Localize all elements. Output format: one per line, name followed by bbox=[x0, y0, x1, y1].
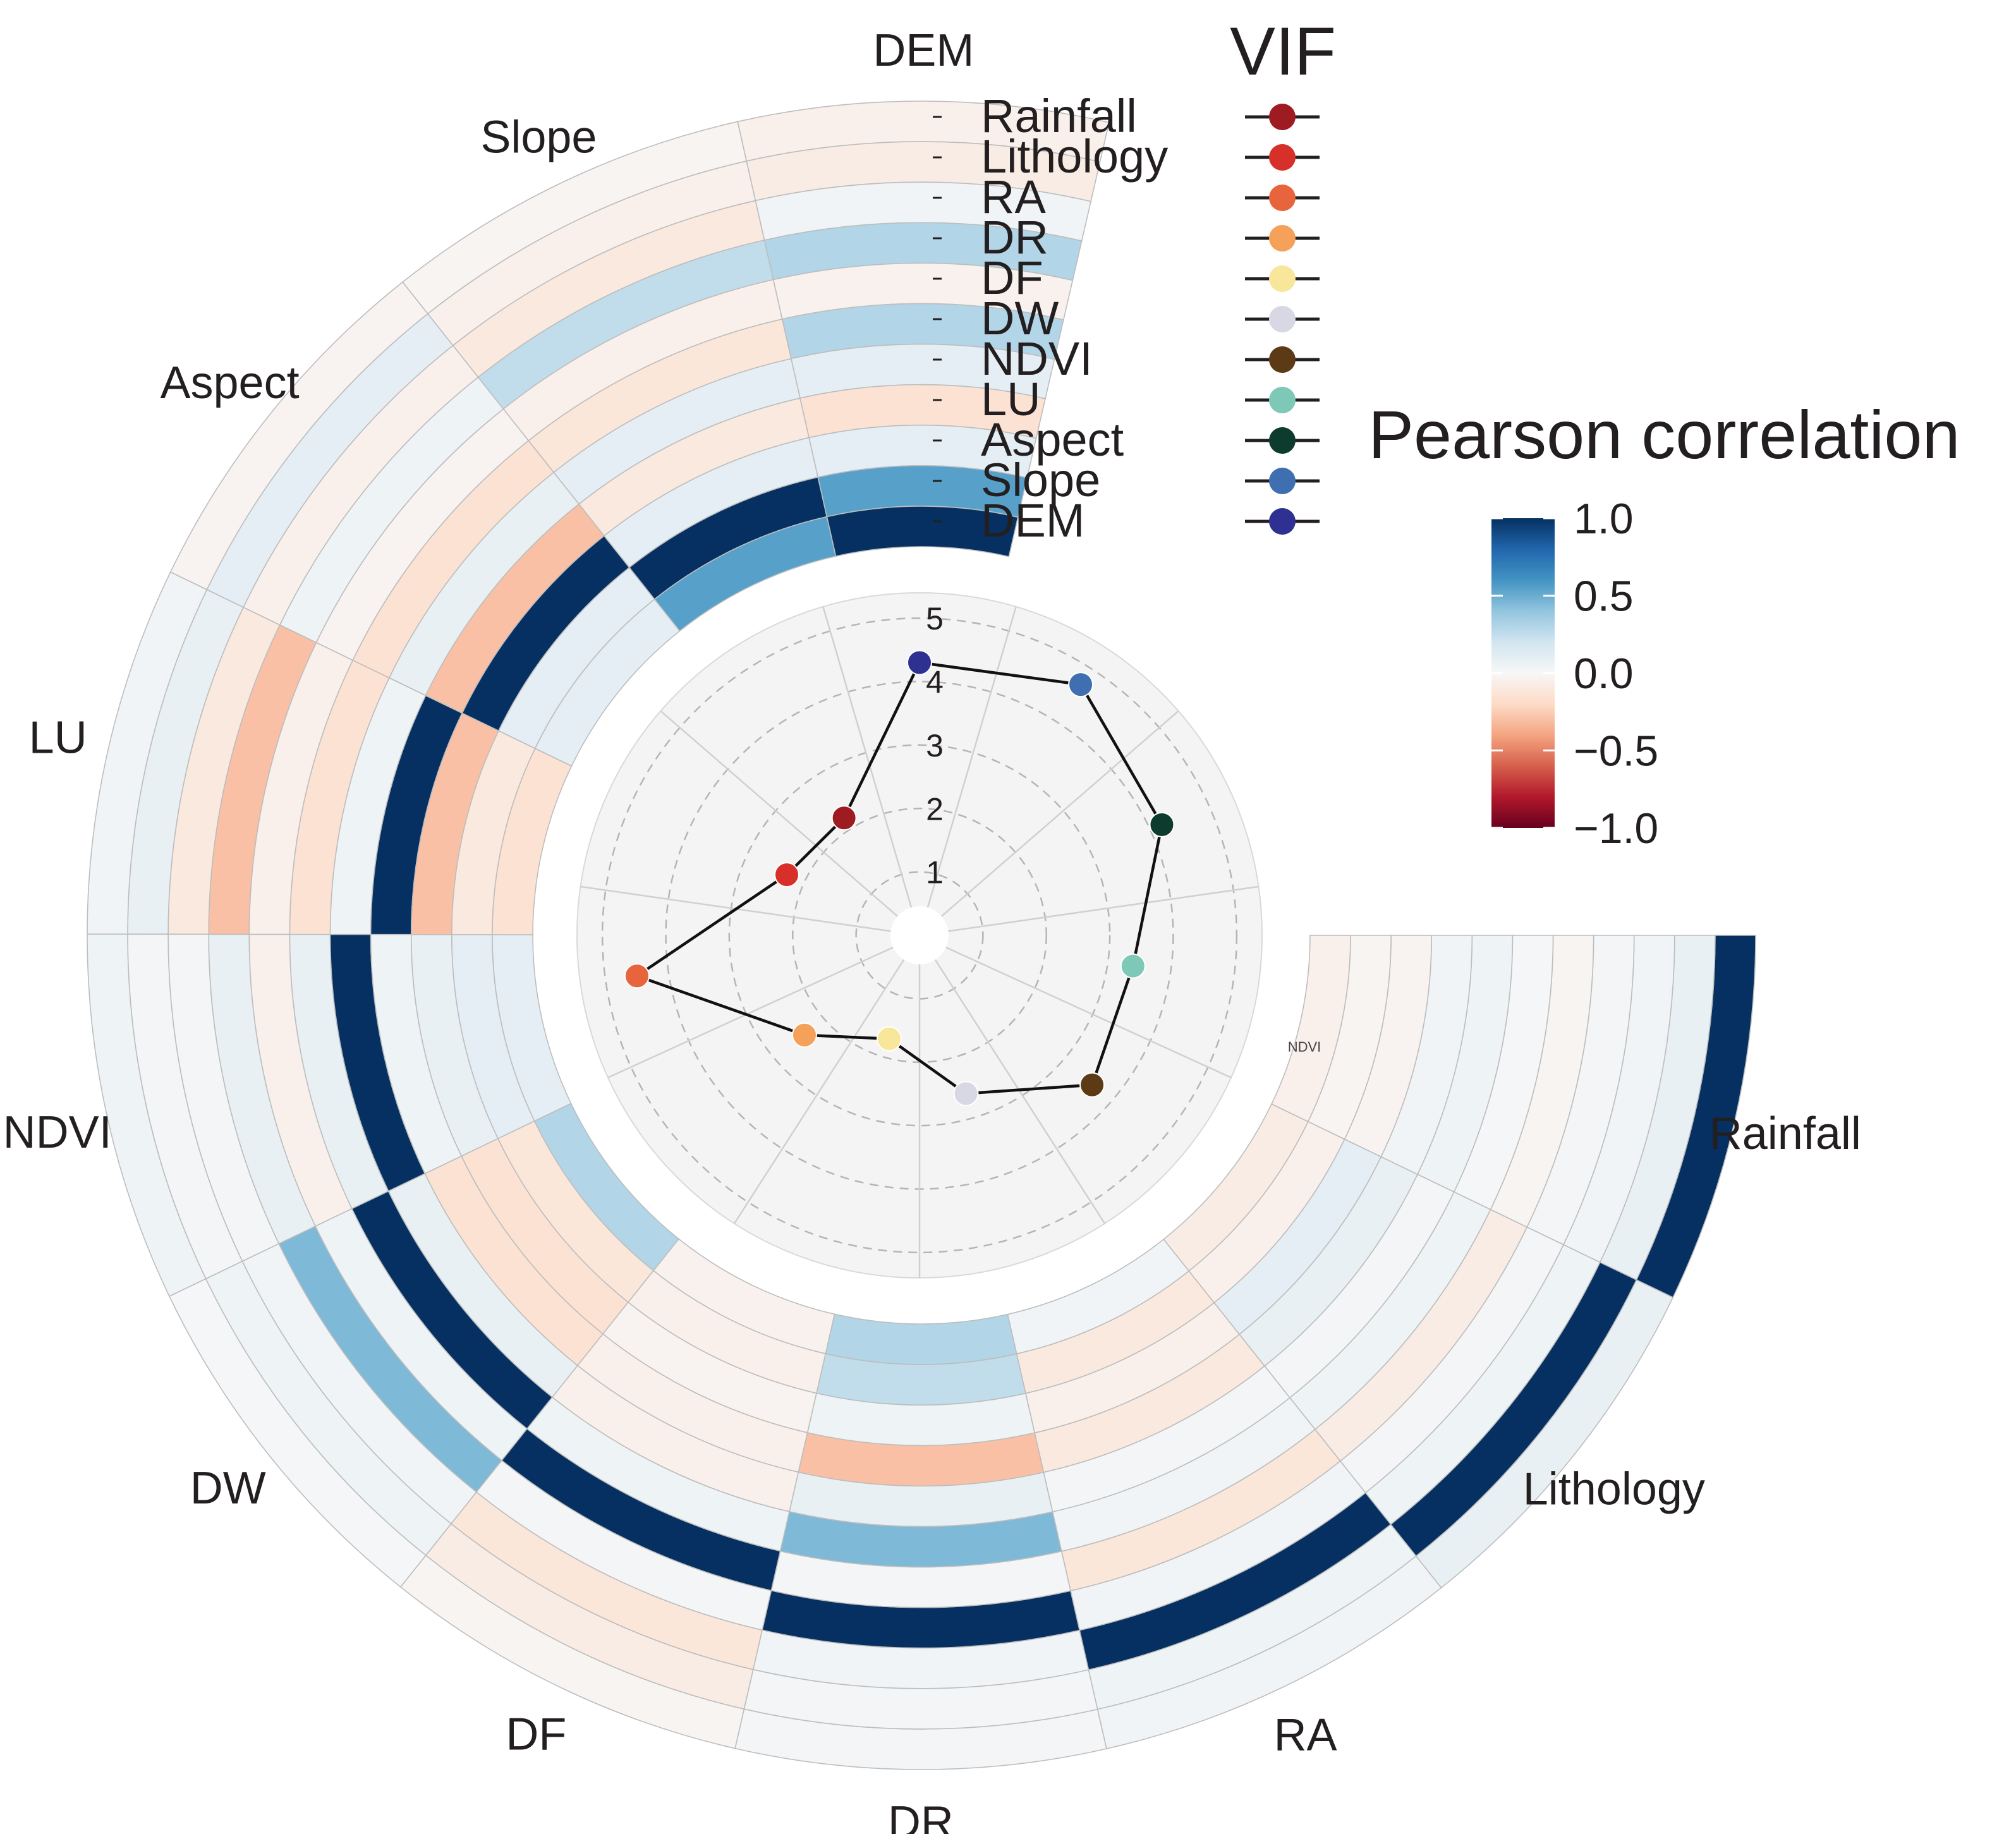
radar-point-df bbox=[876, 1026, 902, 1052]
legend-label-dem: DEM bbox=[981, 494, 1084, 547]
radar-spoke bbox=[934, 959, 1106, 1224]
colorbar-title: Pearson correlation bbox=[1368, 396, 1960, 473]
radar-tick-label-3: 3 bbox=[926, 728, 944, 763]
legend-key-point-dr bbox=[1269, 225, 1296, 252]
legend-key-point-ndvi bbox=[1269, 346, 1296, 373]
radar-spoke bbox=[607, 946, 894, 1079]
sector-label-dr: DR bbox=[888, 1797, 954, 1834]
legend-label-ndvi: NDVI bbox=[981, 332, 1093, 385]
vif-legend: VIF RainfallLithologyRADRDFDWNDVILUAspect… bbox=[933, 13, 1336, 547]
radar-point-dw bbox=[953, 1081, 979, 1107]
legend-label-lu: LU bbox=[981, 373, 1041, 425]
sector-label-ndvi: NDVI bbox=[3, 1107, 112, 1158]
radar-point-rainfall bbox=[831, 805, 857, 831]
circular-heatmap bbox=[87, 100, 1756, 1770]
colorbar-tick-label: 0.5 bbox=[1574, 573, 1634, 621]
sector-label-lithology: Lithology bbox=[1523, 1464, 1705, 1515]
legend-label-aspect: Aspect bbox=[981, 413, 1124, 466]
legend-key-point-aspect bbox=[1269, 427, 1296, 454]
legend-label-ra: RA bbox=[981, 171, 1046, 223]
radar-spoke bbox=[940, 710, 1179, 917]
sector-label-ra: RA bbox=[1274, 1710, 1337, 1761]
legend-key-point-dem bbox=[1269, 508, 1296, 535]
legend-label-lithology: Lithology bbox=[981, 130, 1168, 183]
legend-label-df: DF bbox=[981, 252, 1043, 304]
legend-key-point-lu bbox=[1269, 387, 1296, 413]
legend-label-rainfall: Rainfall bbox=[981, 90, 1137, 142]
sector-label-aspect: Aspect bbox=[160, 358, 299, 408]
legend-label-slope: Slope bbox=[981, 454, 1100, 506]
radar-point-ra bbox=[624, 963, 650, 989]
radar-tick-label-1: 1 bbox=[926, 855, 944, 890]
legend-key-point-df bbox=[1269, 265, 1296, 292]
colorbar-tick-label: −0.5 bbox=[1574, 727, 1658, 775]
radar-point-lithology bbox=[774, 862, 800, 888]
radar-spoke bbox=[822, 606, 913, 908]
heatmap-cell-dem-dem bbox=[826, 506, 1019, 557]
legend-key-point-slope bbox=[1269, 468, 1296, 494]
colorbar-tick-label: 0.0 bbox=[1574, 650, 1634, 698]
radar-spoke bbox=[945, 946, 1232, 1079]
legend-key-point-rainfall bbox=[1269, 104, 1296, 130]
sector-label-lu: LU bbox=[29, 713, 87, 763]
legend-key-point-lithology bbox=[1269, 144, 1296, 171]
stray-ndvi-label: NDVI bbox=[1288, 1039, 1321, 1055]
legend-key-point-ra bbox=[1269, 185, 1296, 211]
radar-point-ndvi bbox=[1079, 1072, 1105, 1098]
pearson-colorbar: Pearson correlation 1.0 0.5 0.0 −0.5 −1.0 bbox=[1368, 396, 1960, 853]
colorbar-tick-label: 1.0 bbox=[1574, 495, 1634, 543]
legend-key-point-dw bbox=[1269, 306, 1296, 332]
radar-tick-label-2: 2 bbox=[926, 791, 944, 827]
sector-label-dw: DW bbox=[190, 1463, 266, 1514]
radar-point-aspect bbox=[1149, 811, 1175, 837]
sector-label-rainfall: Rainfall bbox=[1709, 1108, 1861, 1159]
radar-spoke bbox=[926, 606, 1017, 908]
radar-point-dem bbox=[907, 650, 932, 676]
radar-point-lu bbox=[1120, 953, 1146, 979]
heatmap-sector-labels: RainfallLithologyRADRDFDWNDVILUAspectSlo… bbox=[3, 25, 1861, 1834]
radar-spoke bbox=[948, 885, 1259, 932]
radar-spoke bbox=[733, 959, 905, 1224]
sector-label-slope: Slope bbox=[480, 112, 597, 163]
sector-label-dem: DEM bbox=[873, 25, 974, 76]
radar-center-hole bbox=[890, 906, 949, 964]
radar-point-dr bbox=[791, 1022, 817, 1048]
radar-tick-label-5: 5 bbox=[926, 601, 944, 636]
radar-grid-ring-5 bbox=[601, 617, 1238, 1254]
colorbar-tick-label: −1.0 bbox=[1574, 805, 1658, 853]
radar-vif-polygon bbox=[635, 661, 1163, 1095]
radar-point-slope bbox=[1068, 672, 1094, 698]
radar-grid-ring-3 bbox=[728, 744, 1111, 1127]
radar-spoke bbox=[660, 710, 899, 917]
legend-label-dw: DW bbox=[981, 292, 1059, 344]
legend-title: VIF bbox=[1230, 13, 1336, 89]
sector-label-df: DF bbox=[506, 1710, 566, 1760]
legend-label-dr: DR bbox=[981, 211, 1048, 264]
